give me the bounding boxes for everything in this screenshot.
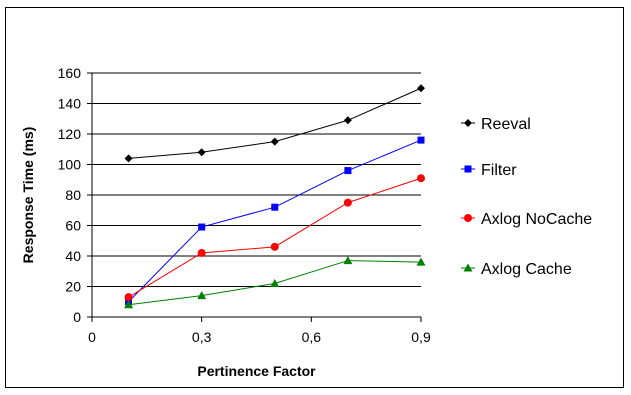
series-axlog-nocache [124,174,425,302]
legend-marker [464,119,472,127]
data-point-reeval [270,137,279,146]
data-point-axlog-nocache [124,293,133,302]
y-tick-label: 140 [58,96,82,112]
x-axis-title: Pertinence Factor [197,363,316,379]
legend-marker [464,214,472,222]
series-axlog-cache [124,256,426,309]
data-point-axlog-cache [197,291,207,300]
x-tick-label: 0,9 [411,329,431,345]
data-point-filter [417,136,425,144]
data-point-axlog-nocache [197,248,206,257]
y-tick-label: 20 [65,279,81,295]
legend-label: Filter [481,162,517,179]
data-point-axlog-nocache [417,174,425,183]
data-point-axlog-nocache [343,198,352,207]
y-tick-labels: 0 20 40 60 80 100 120 140 160 [58,65,82,325]
y-tick-label: 40 [65,248,81,264]
y-tick-label: 60 [65,218,81,234]
data-point-filter [344,167,352,175]
data-point-axlog-cache [270,278,280,287]
data-point-reeval [124,154,133,163]
data-point-reeval [417,84,425,93]
series-group [124,84,426,309]
legend: Reeval Filter Axlog NoCache Axlog Cache [461,116,592,278]
y-tick-label: 0 [73,309,81,325]
legend-label: Reeval [481,116,531,133]
y-tick-label: 80 [65,187,81,203]
legend-item-axlog-cache: Axlog Cache [461,261,572,278]
legend-marker [464,165,472,173]
data-point-axlog-nocache [270,242,279,251]
y-tick-label: 160 [58,65,82,81]
gridlines [92,72,421,287]
chart-frame [5,7,624,388]
y-tick-label: 120 [58,126,82,142]
legend-item-axlog-nocache: Axlog NoCache [461,211,592,228]
legend-label: Axlog NoCache [481,211,592,228]
legend-marker [463,263,473,272]
axes [87,72,422,322]
legend-item-filter: Filter [461,162,517,179]
data-point-reeval [197,148,206,157]
data-point-axlog-cache [416,257,426,266]
series-line-reeval [128,87,422,159]
x-tick-label: 0 [88,329,96,345]
data-point-axlog-cache [124,300,134,309]
y-axis-title: Response Time (ms) [20,127,36,264]
x-tick-label: 0,3 [192,329,212,345]
data-point-filter [271,203,279,211]
y-tick-label: 100 [58,157,82,173]
data-point-reeval [343,116,352,125]
x-tick-label: 0,6 [302,329,322,345]
legend-item-reeval: Reeval [461,116,531,133]
legend-label: Axlog Cache [481,261,572,278]
data-point-filter [198,223,206,231]
series-reeval [124,84,425,163]
data-point-axlog-cache [343,256,353,265]
x-tick-labels: 0 0,3 0,6 0,9 [88,329,431,345]
